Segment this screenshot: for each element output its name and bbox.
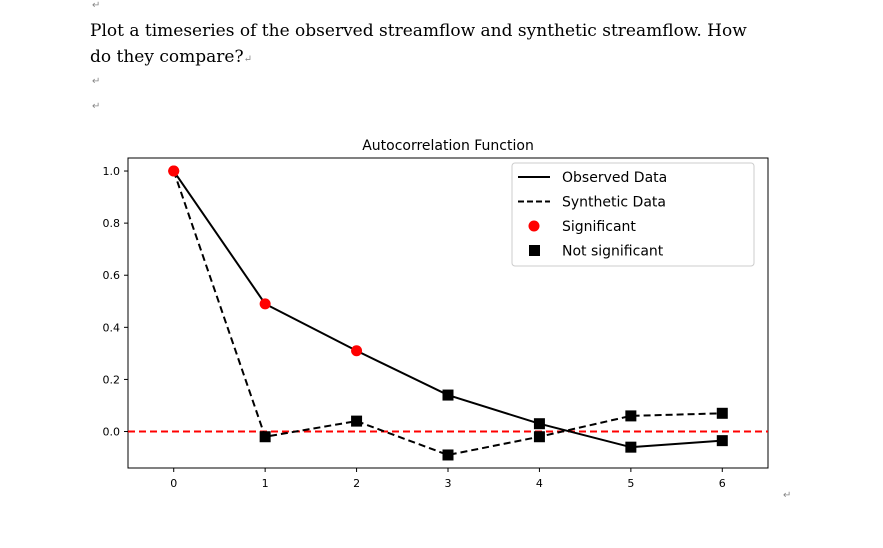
legend-circle-icon <box>528 220 540 232</box>
not-significant-marker <box>625 410 637 422</box>
not-significant-marker <box>442 389 454 401</box>
y-tick-label: 0.2 <box>103 373 121 386</box>
x-tick-label: 2 <box>353 477 360 490</box>
significant-marker <box>351 345 363 357</box>
not-significant-marker <box>351 415 363 427</box>
y-tick-label: 1.0 <box>103 165 121 178</box>
legend-label: Synthetic Data <box>562 195 666 211</box>
significant-marker <box>259 298 271 310</box>
legend-box <box>511 162 755 267</box>
question-label: Plot a timeseries of the observed stream… <box>90 21 747 67</box>
paragraph-mark: ↵ <box>783 490 792 501</box>
y-tick-label: 0.0 <box>103 426 121 439</box>
legend-label: Observed Data <box>562 170 667 186</box>
y-tick-label: 0.6 <box>103 269 121 282</box>
question-text: Plot a timeseries of the observed stream… <box>90 18 770 73</box>
x-tick-label: 6 <box>719 477 726 490</box>
x-tick-label: 3 <box>445 477 452 490</box>
legend-square-icon <box>529 245 540 256</box>
legend-label: Significant <box>562 219 636 235</box>
not-significant-marker <box>442 449 454 461</box>
not-significant-marker <box>533 431 545 443</box>
significant-marker <box>168 165 180 177</box>
paragraph-mark: ↵ <box>92 101 101 112</box>
paragraph-mark: ↵ <box>92 0 101 11</box>
not-significant-marker <box>716 407 728 419</box>
not-significant-marker <box>259 431 271 443</box>
y-tick-label: 0.8 <box>103 217 121 230</box>
not-significant-marker <box>716 435 728 447</box>
not-significant-marker <box>625 441 637 453</box>
not-significant-marker <box>533 418 545 430</box>
legend-label: Not significant <box>562 244 664 260</box>
paragraph-mark: ↵ <box>92 76 101 87</box>
x-tick-label: 1 <box>262 477 269 490</box>
y-tick-label: 0.4 <box>103 321 121 334</box>
chart-title: Autocorrelation Function <box>362 138 534 154</box>
paragraph-mark: ↵ <box>243 54 252 65</box>
x-tick-label: 0 <box>170 477 177 490</box>
x-tick-label: 5 <box>627 477 634 490</box>
x-tick-label: 4 <box>536 477 543 490</box>
